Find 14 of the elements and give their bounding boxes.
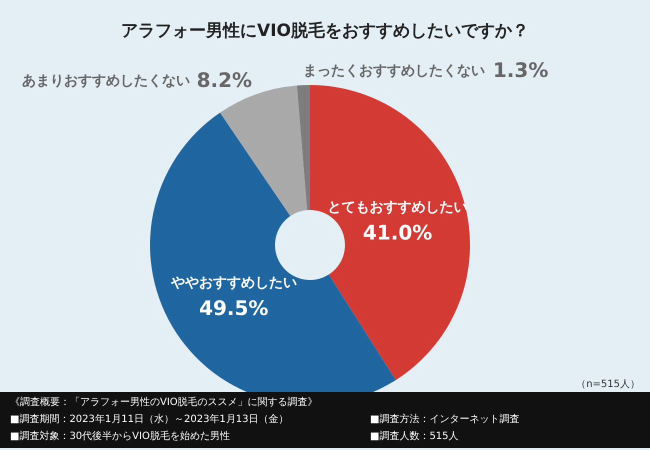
chart-title: アラフォー男性にVIO脱毛をおすすめしたいですか？ [121,21,529,41]
text: ■調査対象：30代後半からVIO脱毛を始めた男性 [10,430,231,444]
data-label: 1.3% [492,58,548,82]
text: ■調査期間：2023年1月11日（水）～2023年1月13日（金） [10,412,290,427]
text: （n=515人） [576,379,640,390]
data-label: 8.2% [196,68,252,92]
data-label: 41.0% [362,220,432,245]
data-label: 49.5% [199,296,268,320]
slice-label: ややおすすめしたい [170,275,297,292]
text: ■調査方法：インターネット調査 [370,412,520,427]
text: ■調査人数：515人 [370,430,460,444]
slice-label: あまりおすすめしたくない [22,72,190,89]
slice-label: まったくおすすめしたくない [302,63,485,80]
text: 《調査概要：「アラフォー男性のVIO脱毛のススメ」に関する調査》 [10,396,319,410]
